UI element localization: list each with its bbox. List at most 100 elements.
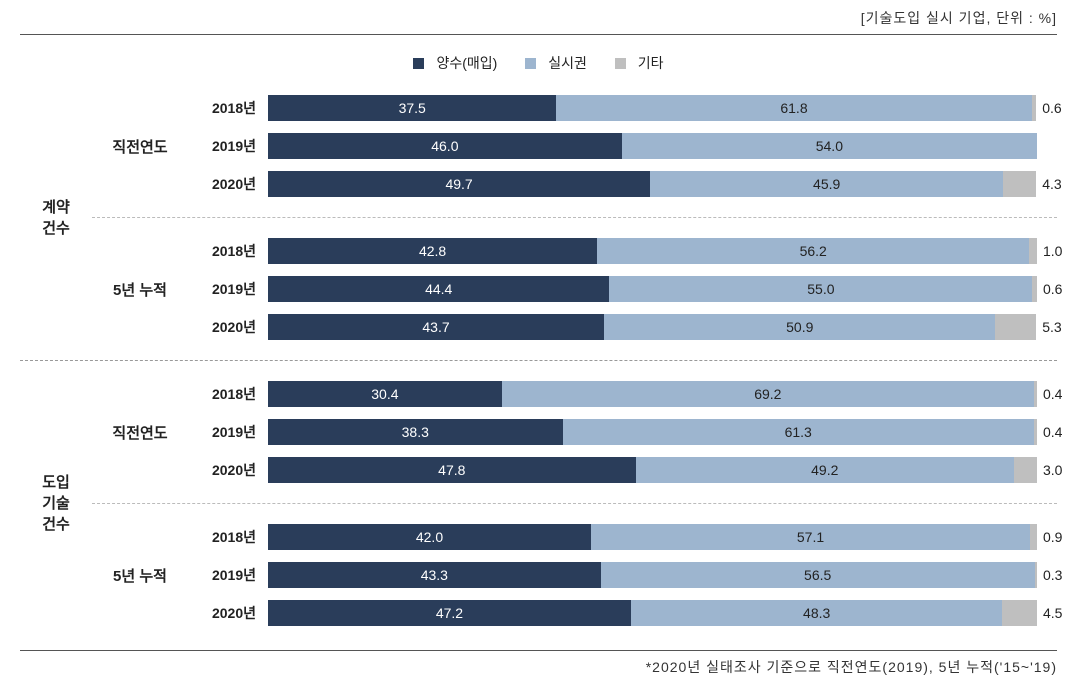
bar-segment: 4.5 [1002, 600, 1037, 626]
unit-note: [기술도입 실시 기업, 단위 : %] [20, 8, 1057, 28]
stacked-bar: 38.361.30.4 [268, 419, 1037, 445]
segment-value: 48.3 [803, 605, 830, 621]
segment-value: 3.0 [1043, 462, 1062, 478]
bar-row: 2019년38.361.30.4 [188, 415, 1057, 449]
sub-group: 5년 누적2018년42.856.21.02019년44.455.00.6202… [92, 217, 1057, 348]
bar-segment: 49.7 [268, 171, 650, 197]
segment-value: 55.0 [807, 281, 834, 297]
legend-swatch-s1 [413, 58, 424, 69]
segment-value: 44.4 [425, 281, 452, 297]
major-group: 계약 건수직전연도2018년37.561.80.62019년46.054.020… [20, 87, 1057, 361]
bar-row: 2018년 42.0 57.1 0.9 [188, 520, 1057, 554]
year-label: 2020년 [188, 460, 268, 480]
segment-value: 57.1 [797, 529, 824, 545]
bar-segment: 5.3 [995, 314, 1036, 340]
legend-item-s2: 실시권 [519, 55, 597, 71]
stacked-bar: 42.0 57.1 0.9 [268, 524, 1037, 550]
bar-row: 2020년47.248.34.5 [188, 596, 1057, 630]
sub-label: 직전연도 [92, 373, 188, 491]
segment-value: 56.2 [800, 243, 827, 259]
bar-segment: 38.3 [268, 419, 563, 445]
segment-value: 38.3 [402, 424, 429, 440]
bar-row: 2019년43.356.50.3 [188, 558, 1057, 592]
bar-segment: 30.4 [268, 381, 502, 407]
year-label: 2018년 [188, 527, 268, 547]
sub-label: 직전연도 [92, 87, 188, 205]
year-label: 2019년 [188, 422, 268, 442]
sub-groups: 직전연도2018년37.561.80.62019년46.054.02020년49… [92, 87, 1057, 348]
sub-groups: 직전연도2018년30.469.20.42019년38.361.30.42020… [92, 373, 1057, 634]
sub-group: 직전연도2018년37.561.80.62019년46.054.02020년49… [92, 87, 1057, 205]
bar-rows: 2018년30.469.20.42019년38.361.30.42020년47.… [188, 373, 1057, 491]
segment-value: 54.0 [816, 138, 843, 154]
bar-rows: 2018년37.561.80.62019년46.054.02020년49.745… [188, 87, 1057, 205]
sub-label: 5년 누적 [92, 516, 188, 634]
legend-item-s3: 기타 [609, 55, 670, 71]
bar-segment: 4.3 [1003, 171, 1036, 197]
year-label: 2018년 [188, 241, 268, 261]
footnote: *2020년 실태조사 기준으로 직전연도(2019), 5년 누적('15~'… [20, 657, 1057, 677]
segment-value: 30.4 [371, 386, 398, 402]
bar-segment: 48.3 [631, 600, 1002, 626]
bar-row: 2020년 43.7 50.9 5.3 [188, 310, 1057, 344]
stacked-bar: 49.745.94.3 [268, 171, 1037, 197]
bar-segment: 47.8 [268, 457, 636, 483]
stacked-bar: 44.4 55.0 0.6 [268, 276, 1037, 302]
segment-value: 56.5 [804, 567, 831, 583]
segment-value: 47.8 [438, 462, 465, 478]
year-label: 2019년 [188, 565, 268, 585]
stacked-bar-chart: 계약 건수직전연도2018년37.561.80.62019년46.054.020… [20, 87, 1057, 646]
segment-value: 46.0 [431, 138, 458, 154]
segment-value: 69.2 [754, 386, 781, 402]
legend-label-s1: 양수(매입) [436, 55, 497, 71]
sub-group: 5년 누적2018년42.057.10.92019년43.356.50.3202… [92, 503, 1057, 634]
bar-segment: 49.2 [636, 457, 1014, 483]
year-label: 2018년 [188, 384, 268, 404]
stacked-bar: 37.5 61.8 0.6 [268, 95, 1037, 121]
bar-segment: 0.6 [1032, 95, 1037, 121]
stacked-bar: 43.7 50.9 5.3 [268, 314, 1037, 340]
bar-row: 2018년42.8 56.2 1.0 [188, 234, 1057, 268]
bar-row: 2019년46.054.0 [188, 129, 1057, 163]
bar-segment: 42.0 [268, 524, 591, 550]
stacked-bar: 43.356.50.3 [268, 562, 1037, 588]
bar-segment: 42.8 [268, 238, 597, 264]
bar-segment: 69.2 [502, 381, 1034, 407]
legend-label-s3: 기타 [638, 55, 664, 71]
bar-segment: 0.9 [1030, 524, 1037, 550]
segment-value: 43.7 [422, 319, 449, 335]
segment-value: 37.5 [399, 100, 426, 116]
segment-value: 4.5 [1043, 605, 1062, 621]
bar-segment: 50.9 [604, 314, 995, 340]
stacked-bar: 46.0 54.0 [268, 133, 1037, 159]
segment-value: 61.8 [780, 100, 807, 116]
legend-item-s1: 양수(매입) [407, 55, 507, 71]
stacked-bar: 42.8 56.2 1.0 [268, 238, 1037, 264]
segment-value: 50.9 [786, 319, 813, 335]
bar-row: 2020년49.745.94.3 [188, 167, 1057, 201]
rule-top [20, 34, 1057, 35]
bar-segment: 61.8 [556, 95, 1031, 121]
year-label: 2020년 [188, 317, 268, 337]
bar-segment: 3.0 [1014, 457, 1037, 483]
segment-value: 0.6 [1042, 100, 1061, 116]
segment-value: 0.3 [1043, 567, 1062, 583]
bar-rows: 2018년42.057.10.92019년43.356.50.32020년47.… [188, 516, 1057, 634]
major-group: 도입 기술 건수직전연도2018년30.469.20.42019년38.361.… [20, 373, 1057, 646]
segment-value: 42.0 [416, 529, 443, 545]
bar-segment: 1.0 [1029, 238, 1037, 264]
bar-segment: 0.6 [1032, 276, 1037, 302]
segment-value: 49.2 [811, 462, 838, 478]
bar-segment: 0.3 [1035, 562, 1037, 588]
stacked-bar: 47.2 48.3 4.5 [268, 600, 1037, 626]
segment-value: 0.4 [1043, 424, 1062, 440]
bar-segment: 61.3 [563, 419, 1034, 445]
segment-value: 61.3 [785, 424, 812, 440]
segment-value: 0.9 [1043, 529, 1062, 545]
sub-label: 5년 누적 [92, 230, 188, 348]
bar-row: 2020년 47.8 49.2 3.0 [188, 453, 1057, 487]
segment-value: 47.2 [436, 605, 463, 621]
bar-row: 2018년37.561.80.6 [188, 91, 1057, 125]
segment-value: 1.0 [1043, 243, 1062, 259]
rule-bottom [20, 650, 1057, 651]
